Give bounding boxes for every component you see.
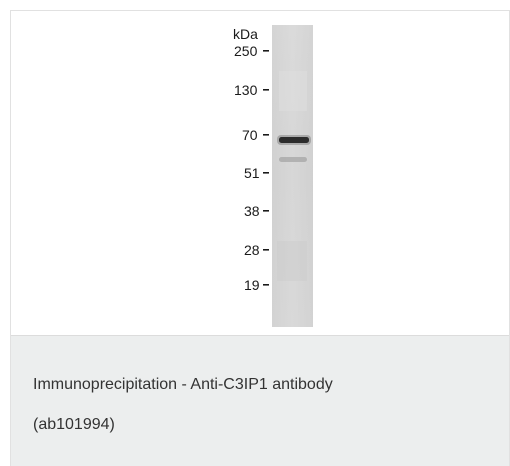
figure-caption: Immunoprecipitation - Anti-C3IP1 antibod… — [11, 335, 509, 466]
caption-product-code: (ab101994) — [33, 416, 115, 433]
marker-label: 70 — [242, 127, 258, 143]
caption-title: Immunoprecipitation - Anti-C3IP1 antibod… — [33, 376, 333, 393]
marker-label: 130 — [234, 82, 258, 98]
faint-band — [279, 157, 307, 162]
blot-image: kDa 250 130 70 51 38 28 19 — [233, 25, 313, 327]
marker-tick — [263, 249, 269, 251]
gel-lane-sheen — [272, 25, 313, 327]
marker-tick — [263, 210, 269, 212]
marker-tick — [263, 134, 269, 136]
marker-tick — [263, 50, 269, 52]
marker-ladder: 250 130 70 51 38 28 19 — [234, 43, 269, 293]
main-band — [279, 137, 309, 143]
lane-smear — [277, 241, 307, 281]
marker-tick — [263, 284, 269, 286]
marker-label: 38 — [244, 203, 260, 219]
marker-tick — [263, 89, 269, 91]
western-blot-figure[interactable]: kDa 250 130 70 51 38 28 19 — [11, 11, 509, 334]
kda-label: kDa — [233, 26, 258, 42]
marker-label: 51 — [244, 165, 260, 181]
marker-label: 19 — [244, 277, 260, 293]
marker-label: 250 — [234, 43, 258, 59]
lane-smear-2 — [279, 71, 307, 111]
marker-tick — [263, 172, 269, 174]
image-card: kDa 250 130 70 51 38 28 19 Immunoprec — [10, 10, 510, 466]
main-band-halo — [277, 135, 311, 145]
marker-label: 28 — [244, 242, 260, 258]
